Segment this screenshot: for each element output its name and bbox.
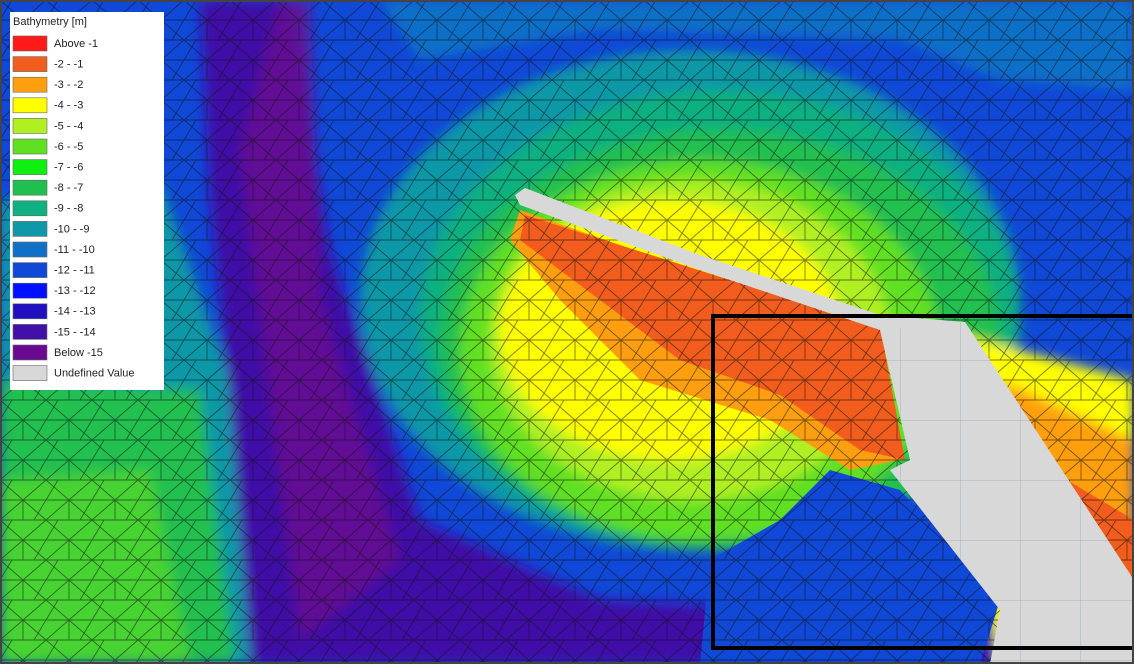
legend-label: -14 - -13 — [54, 306, 96, 318]
legend-swatch — [13, 221, 47, 236]
legend-swatch — [13, 98, 47, 113]
legend-label: -15 - -14 — [54, 326, 96, 338]
legend-swatch — [13, 57, 47, 72]
legend-label: Above -1 — [54, 38, 98, 50]
legend-label: -4 - -3 — [54, 100, 83, 112]
legend-label: -10 - -9 — [54, 223, 89, 235]
legend-swatch — [13, 263, 47, 278]
legend-swatch — [13, 77, 47, 92]
legend-swatch — [13, 36, 47, 51]
legend-swatch — [13, 304, 47, 319]
legend-label: -12 - -11 — [54, 265, 95, 277]
legend-swatch — [13, 180, 47, 195]
legend-label: -2 - -1 — [54, 59, 83, 71]
legend-title: Bathymetry [m] — [13, 16, 87, 28]
page: {"legend": {"title": "Bathymetry [m]", "… — [0, 0, 1134, 664]
bathymetry-map — [0, 0, 1134, 664]
legend-label: -5 - -4 — [54, 120, 83, 132]
legend-swatch — [13, 324, 47, 339]
legend-label: -7 - -6 — [54, 162, 83, 174]
legend-swatch — [13, 201, 47, 216]
legend-label: Below -15 — [54, 347, 103, 359]
legend-label: Undefined Value — [54, 368, 135, 380]
legend-label: -11 - -10 — [54, 244, 95, 256]
legend-swatch — [13, 283, 47, 298]
legend-swatch — [13, 160, 47, 175]
legend-swatch — [13, 118, 47, 133]
legend-swatch — [13, 242, 47, 257]
legend-label: -13 - -12 — [54, 285, 96, 297]
legend-swatch — [13, 345, 47, 360]
legend-swatch — [13, 139, 47, 154]
legend: Bathymetry [m] Above -1 -2 - -1 -3 - -2 -4 … — [10, 12, 164, 390]
legend-label: -6 - -5 — [54, 141, 83, 153]
legend-label: -3 - -2 — [54, 79, 83, 91]
legend-label: -9 - -8 — [54, 203, 83, 215]
legend-label: -8 - -7 — [54, 182, 83, 194]
legend-swatch — [13, 366, 47, 381]
